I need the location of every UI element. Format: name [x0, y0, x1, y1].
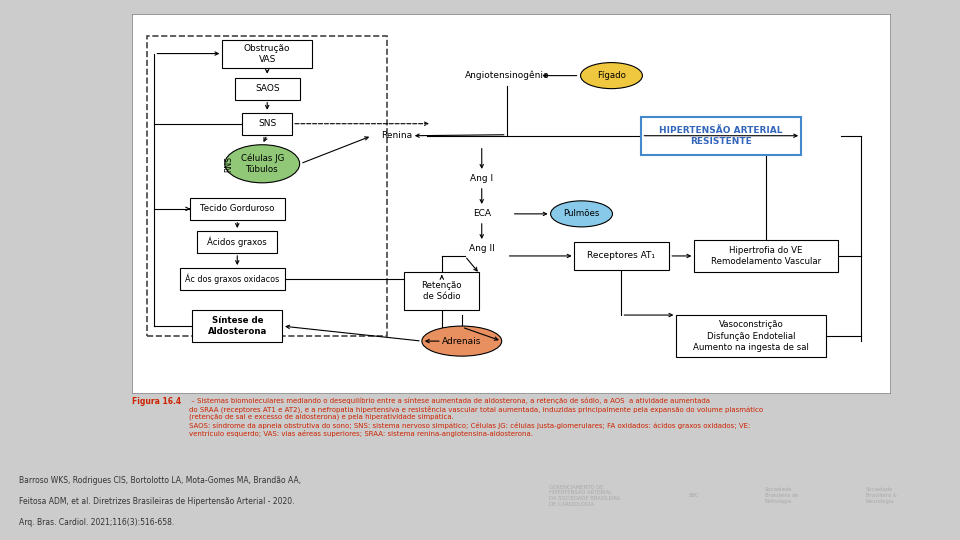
Bar: [148, 36, 387, 336]
Text: Arq. Bras. Cardiol. 2021;116(3):516-658.: Arq. Bras. Cardiol. 2021;116(3):516-658.: [19, 518, 175, 526]
Text: Ác dos graxos oxidacos: Ác dos graxos oxidacos: [185, 274, 279, 284]
Text: Ácidos graxos: Ácidos graxos: [207, 237, 267, 247]
Text: Sociedade
Brasileira de
Nefrologia: Sociedade Brasileira de Nefrologia: [764, 488, 798, 504]
Text: SNS: SNS: [258, 119, 276, 128]
Text: GERENCIAMENTO DE
HIPERTENSÃO ARTERIAL
DA SOCIEDADE BRASILEIRA
DE CARDIOLOGIA: GERENCIAMENTO DE HIPERTENSÃO ARTERIAL DA…: [549, 484, 620, 507]
Bar: [641, 117, 801, 155]
Text: Retenção
de Sódio: Retenção de Sódio: [421, 281, 462, 301]
Text: Tecido Gorduroso: Tecido Gorduroso: [200, 204, 275, 213]
Ellipse shape: [581, 63, 642, 89]
Bar: [677, 315, 826, 357]
Text: Obstrução
VAS: Obstrução VAS: [244, 44, 291, 64]
Bar: [242, 113, 292, 134]
Text: Angiotensinogênio: Angiotensinogênio: [465, 71, 549, 80]
Text: Ang II: Ang II: [468, 245, 494, 253]
Bar: [404, 272, 479, 310]
Text: Ang I: Ang I: [470, 174, 493, 183]
Text: Receptores AT₁: Receptores AT₁: [588, 252, 656, 260]
Text: Renina: Renina: [381, 131, 413, 140]
Text: Células JG
Túbulos: Células JG Túbulos: [241, 154, 284, 174]
Text: Barroso WKS, Rodrigues CIS, Bortolotto LA, Mota-Gomes MA, Brandão AA,: Barroso WKS, Rodrigues CIS, Bortolotto L…: [19, 476, 301, 485]
Text: Síntese de
Aldosterona: Síntese de Aldosterona: [207, 316, 267, 336]
Text: Sociedade
Brasileira &
Neurologia: Sociedade Brasileira & Neurologia: [866, 488, 897, 504]
Bar: [180, 268, 285, 290]
Text: Vasoconstrição
Disfunção Endotelial
Aumento na ingesta de sal: Vasoconstrição Disfunção Endotelial Aume…: [693, 321, 809, 352]
Bar: [190, 198, 285, 220]
Text: Feitosa ADM, et al. Diretrizes Brasileiras de Hipertensão Arterial - 2020.: Feitosa ADM, et al. Diretrizes Brasileir…: [19, 497, 295, 506]
Text: Adrenais: Adrenais: [443, 336, 482, 346]
Text: Fígado: Fígado: [597, 71, 626, 80]
Text: HIPERTENSÃO ARTERIAL
RESISTENTE: HIPERTENSÃO ARTERIAL RESISTENTE: [660, 126, 783, 146]
Bar: [223, 39, 312, 68]
Text: Pulmões: Pulmões: [564, 210, 600, 218]
Bar: [574, 242, 669, 270]
Bar: [694, 240, 838, 272]
Text: ECA: ECA: [472, 210, 491, 218]
Bar: [192, 310, 282, 342]
Text: RNS: RNS: [224, 156, 232, 172]
Text: Hipertrofia do VE
Remodelamento Vascular: Hipertrofia do VE Remodelamento Vascular: [711, 246, 821, 266]
Text: – Sistemas biomoleculares mediando o desequilíbrio entre a síntese aumentada de : – Sistemas biomoleculares mediando o des…: [189, 397, 763, 437]
Ellipse shape: [551, 201, 612, 227]
Ellipse shape: [225, 145, 300, 183]
Ellipse shape: [421, 326, 502, 356]
Text: SAOS: SAOS: [255, 84, 279, 93]
Bar: [235, 78, 300, 100]
Text: SBC: SBC: [688, 493, 699, 498]
Text: Figura 16.4: Figura 16.4: [132, 397, 181, 406]
Bar: [198, 231, 277, 253]
